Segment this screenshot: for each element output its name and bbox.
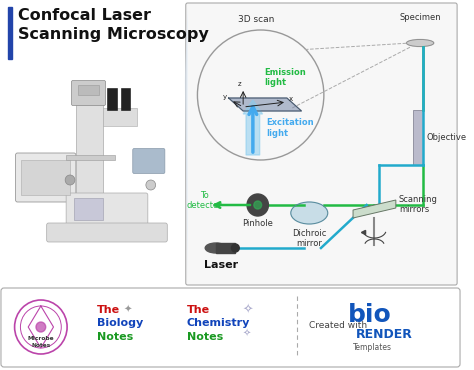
Bar bbox=[66, 155, 115, 160]
Bar bbox=[76, 100, 103, 230]
Text: z: z bbox=[237, 81, 241, 87]
Text: Specimen: Specimen bbox=[399, 13, 441, 22]
Ellipse shape bbox=[231, 244, 239, 252]
Ellipse shape bbox=[407, 40, 434, 47]
Text: Dichroic
mirror: Dichroic mirror bbox=[292, 229, 327, 248]
FancyBboxPatch shape bbox=[186, 3, 457, 285]
Ellipse shape bbox=[205, 243, 227, 253]
Bar bbox=[107, 88, 117, 110]
Text: Microbe: Microbe bbox=[27, 336, 54, 341]
Bar bbox=[103, 108, 137, 126]
Bar bbox=[21, 160, 70, 195]
Text: ✦: ✦ bbox=[120, 305, 132, 315]
Bar bbox=[413, 110, 423, 165]
Ellipse shape bbox=[291, 202, 328, 224]
Polygon shape bbox=[185, 5, 188, 283]
FancyBboxPatch shape bbox=[1, 288, 460, 367]
Text: Pinhole: Pinhole bbox=[242, 219, 273, 228]
Text: Notes: Notes bbox=[187, 332, 223, 342]
FancyBboxPatch shape bbox=[133, 148, 165, 174]
Text: Excitation
light: Excitation light bbox=[266, 118, 314, 138]
Text: ✧: ✧ bbox=[242, 304, 253, 317]
Bar bbox=[216, 243, 236, 253]
Text: Laser: Laser bbox=[204, 260, 238, 270]
Polygon shape bbox=[353, 200, 396, 218]
Text: Chemistry: Chemistry bbox=[187, 318, 250, 328]
Text: Scanning
mirrors: Scanning mirrors bbox=[399, 195, 438, 214]
Text: 3D scan: 3D scan bbox=[237, 15, 274, 24]
Text: Notes: Notes bbox=[97, 332, 134, 342]
Text: RENDER: RENDER bbox=[356, 328, 413, 341]
Text: To
detector: To detector bbox=[186, 191, 222, 211]
Text: Emission
light: Emission light bbox=[264, 68, 306, 87]
Bar bbox=[74, 198, 103, 220]
Circle shape bbox=[65, 175, 75, 185]
Text: Confocal Laser
Scanning Microscopy: Confocal Laser Scanning Microscopy bbox=[18, 8, 208, 41]
FancyBboxPatch shape bbox=[16, 153, 76, 202]
Circle shape bbox=[146, 180, 155, 190]
Bar bbox=[8, 7, 12, 59]
FancyBboxPatch shape bbox=[72, 81, 106, 105]
Polygon shape bbox=[228, 98, 301, 111]
Circle shape bbox=[15, 300, 67, 354]
Circle shape bbox=[247, 194, 268, 216]
Text: ✧: ✧ bbox=[242, 329, 250, 339]
FancyBboxPatch shape bbox=[46, 223, 167, 242]
Circle shape bbox=[254, 201, 262, 209]
Circle shape bbox=[20, 306, 61, 348]
FancyArrow shape bbox=[243, 100, 263, 155]
FancyBboxPatch shape bbox=[66, 193, 148, 227]
Text: x: x bbox=[289, 96, 293, 102]
Text: Notes: Notes bbox=[31, 343, 50, 348]
Bar bbox=[78, 85, 99, 95]
Text: y: y bbox=[222, 94, 227, 100]
Text: The: The bbox=[97, 305, 120, 315]
Text: bio: bio bbox=[348, 303, 392, 327]
Text: Created with: Created with bbox=[309, 321, 367, 330]
Circle shape bbox=[36, 322, 46, 332]
Text: The: The bbox=[187, 305, 210, 315]
Text: Biology: Biology bbox=[97, 318, 144, 328]
Text: Objective: Objective bbox=[427, 133, 467, 142]
Text: Templates: Templates bbox=[353, 343, 392, 352]
Bar bbox=[120, 88, 130, 110]
